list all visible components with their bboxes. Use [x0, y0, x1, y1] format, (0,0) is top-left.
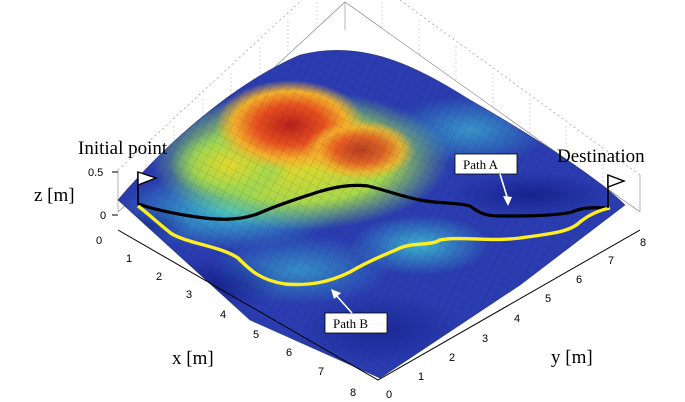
x-tick-4: 4 [220, 309, 226, 321]
x-tick-3: 3 [186, 289, 192, 301]
y-tick-7: 7 [608, 255, 614, 267]
x-tick-5: 5 [253, 329, 259, 341]
y-tick-5: 5 [545, 293, 551, 305]
z-axis-label: z [m] [34, 185, 75, 206]
z-tick-0: 0 [100, 210, 106, 222]
destination-flag-icon [607, 173, 626, 208]
y-tick-6: 6 [576, 274, 582, 286]
x-tick-1: 1 [126, 253, 132, 265]
x-tick-0: 0 [96, 235, 102, 247]
path-a-callout: Path A [454, 153, 518, 206]
y-axis-label: y [m] [551, 347, 593, 368]
front-axes [117, 229, 641, 381]
path-b-label: Path B [333, 316, 368, 331]
path-b-callout: Path B [324, 289, 388, 334]
x-axis-label: x [m] [172, 348, 214, 369]
x-tick-labels: 0 1 2 3 4 5 6 7 8 [96, 235, 356, 399]
x-tick-8: 8 [350, 387, 356, 399]
destination-label: Destination [557, 146, 645, 167]
y-tick-8: 8 [640, 237, 646, 249]
initial-flag-icon [137, 171, 159, 205]
axis-box [117, 0, 641, 213]
terrain-surface [118, 50, 625, 378]
y-tick-2: 2 [449, 352, 455, 364]
y-tick-3: 3 [482, 333, 488, 345]
y-tick-1: 1 [418, 371, 424, 383]
y-tick-0: 0 [386, 389, 392, 401]
z-tick-05: 0.5 [88, 167, 103, 179]
path-a-label: Path A [463, 157, 499, 172]
y-tick-4: 4 [514, 313, 520, 325]
x-tick-2: 2 [156, 271, 162, 283]
y-tick-labels: 0 1 2 3 4 5 6 7 8 [386, 237, 646, 401]
path-a-line [137, 183, 611, 221]
x-tick-7: 7 [318, 366, 324, 378]
initial-point-label: Initial point [78, 138, 168, 159]
x-tick-6: 6 [286, 347, 292, 359]
path-b-line [136, 204, 611, 287]
